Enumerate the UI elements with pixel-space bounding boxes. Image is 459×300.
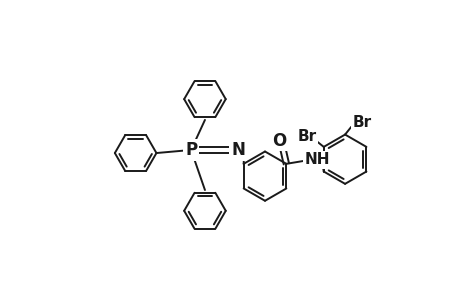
- Text: Br: Br: [297, 129, 316, 144]
- Text: N: N: [230, 141, 245, 159]
- Text: Br: Br: [352, 115, 371, 130]
- Text: NH: NH: [304, 152, 329, 167]
- Text: P: P: [185, 141, 197, 159]
- Text: O: O: [272, 132, 286, 150]
